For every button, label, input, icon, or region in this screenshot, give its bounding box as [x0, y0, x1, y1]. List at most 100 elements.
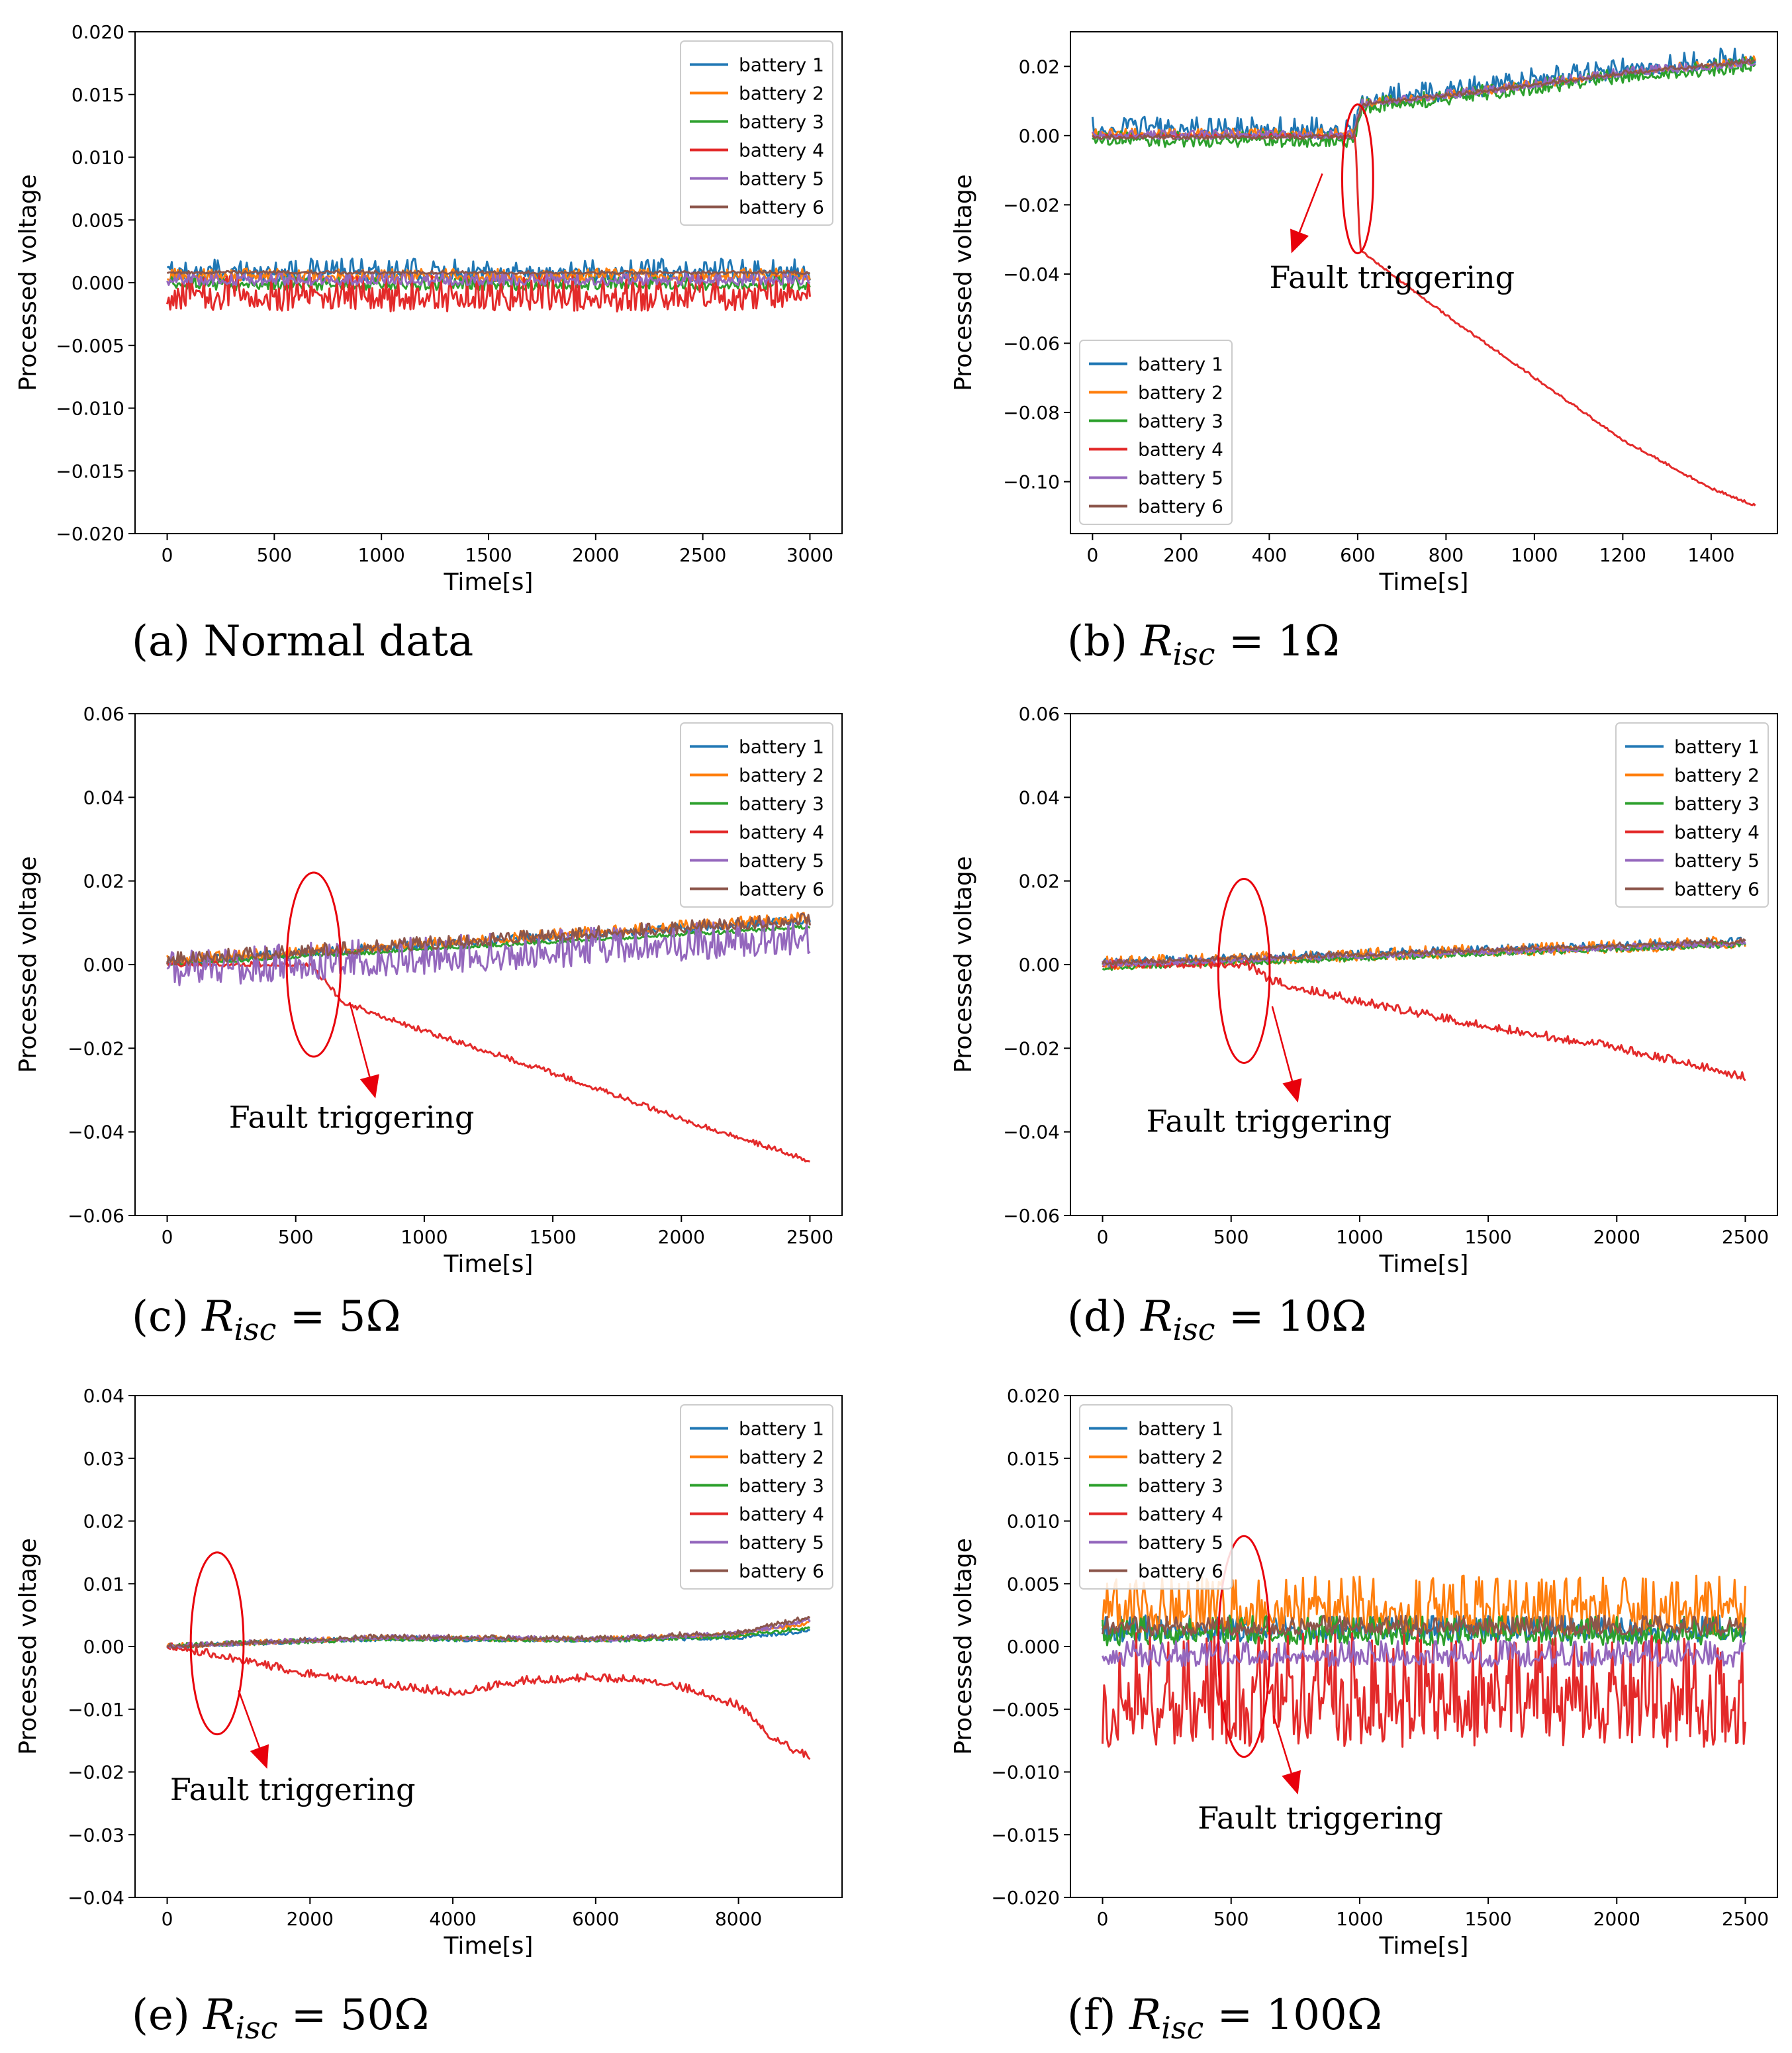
x-tick-label: 500	[1213, 1226, 1249, 1248]
legend-label-battery-4: battery 4	[1674, 822, 1760, 843]
x-tick-label: 8000	[715, 1908, 762, 1930]
legend-label-battery-5: battery 5	[739, 850, 824, 872]
y-tick-label: 0.020	[1007, 1385, 1060, 1407]
legend-label-battery-5: battery 5	[1138, 467, 1223, 489]
x-tick-label: 800	[1429, 544, 1464, 566]
legend: battery 1 battery 2 battery 3 battery 4 batt…	[1615, 722, 1769, 908]
x-tick-label: 1000	[1511, 544, 1558, 566]
fault-annotation: Fault triggering	[1269, 103, 1515, 295]
legend-label-battery-6: battery 6	[1674, 879, 1760, 900]
y-tick-label: 0.020	[71, 21, 124, 43]
y-axis-label: Processed voltage	[15, 174, 42, 391]
y-tick-label: −0.04	[68, 1122, 124, 1143]
legend-label-battery-2: battery 2	[1138, 1447, 1223, 1468]
fault-annotation: Fault triggering	[229, 871, 475, 1135]
legend: battery 1 battery 2 battery 3 battery 4 batt…	[1079, 340, 1233, 525]
x-tick-label: 2000	[287, 1908, 334, 1930]
series-line-battery-3	[1102, 1615, 1746, 1647]
legend: battery 1 battery 2 battery 3 battery 4 batt…	[1079, 1404, 1233, 1590]
series-line-battery-5	[1102, 1639, 1746, 1668]
chart-f: 0 500 1000 1500 2000 2500 −0.020 −0.015 −0.010 −0…	[950, 1385, 1778, 2046]
fault-label: Fault triggering	[1198, 1800, 1443, 1836]
fault-label: Fault triggering	[1269, 260, 1515, 295]
fault-annotation: Fault triggering	[1198, 1535, 1443, 1836]
x-axis-label: Time[s]	[444, 569, 534, 596]
series-line-battery-5	[166, 920, 811, 986]
y-tick-label: −0.02	[68, 1037, 124, 1059]
x-tick-label: 2500	[786, 1226, 833, 1248]
fault-arrow	[238, 1690, 261, 1748]
x-axis-label: Time[s]	[1379, 1933, 1469, 1960]
legend-label-battery-1: battery 1	[1138, 1418, 1223, 1440]
fault-arrow	[1298, 173, 1323, 233]
x-tick-label: 2500	[679, 544, 726, 566]
series-group	[166, 912, 811, 1163]
fault-ellipse	[189, 1551, 245, 1736]
x-axis-label: Time[s]	[1379, 569, 1469, 596]
y-tick-label: −0.06	[1003, 332, 1060, 354]
x-tick-label: 0	[162, 544, 173, 566]
series-line-battery-4	[1102, 1632, 1746, 1748]
x-tick-label: 0	[1086, 544, 1098, 566]
legend-label-battery-6: battery 6	[1138, 1560, 1223, 1582]
y-tick-label: 0.010	[1007, 1511, 1060, 1533]
y-tick-label: 0.005	[71, 209, 124, 231]
legend-label-battery-2: battery 2	[1674, 765, 1760, 787]
fault-label: Fault triggering	[1147, 1104, 1392, 1139]
legend-label-battery-4: battery 4	[739, 1504, 824, 1525]
fault-arrow	[1271, 1006, 1294, 1081]
y-tick-label: 0.000	[71, 272, 124, 294]
y-tick-label: −0.02	[1003, 1037, 1060, 1059]
y-tick-label: −0.02	[1003, 194, 1060, 216]
x-tick-label: 500	[278, 1226, 313, 1248]
series-line-battery-4	[166, 1642, 811, 1760]
fault-ellipse	[1217, 878, 1271, 1064]
y-tick-label: −0.03	[68, 1824, 124, 1846]
fault-ellipse	[1341, 103, 1374, 255]
y-tick-label: −0.01	[68, 1699, 124, 1721]
fault-arrow-head	[250, 1744, 269, 1769]
x-tick-label: 1500	[465, 544, 512, 566]
legend-label-battery-5: battery 5	[739, 1532, 824, 1554]
legend-label-battery-5: battery 5	[1674, 850, 1760, 872]
y-tick-label: −0.04	[1003, 1122, 1060, 1143]
x-tick-label: 0	[1097, 1226, 1109, 1248]
y-axis-label: Processed voltage	[950, 856, 977, 1073]
x-tick-label: 1200	[1599, 544, 1646, 566]
chart-d: 0 500 1000 1500 2000 2500 −0.06 −0.04 −0.02 0.00 0…	[950, 703, 1778, 1347]
x-axis-label: Time[s]	[444, 1251, 534, 1278]
legend-label-battery-4: battery 4	[739, 140, 824, 162]
y-axis-label: Processed voltage	[950, 174, 977, 391]
x-tick-label: 2500	[1722, 1226, 1769, 1248]
fault-annotation: Fault triggering	[1147, 878, 1392, 1139]
x-tick-label: 2000	[572, 544, 619, 566]
x-tick-label: 4000	[429, 1908, 476, 1930]
legend-label-battery-1: battery 1	[1138, 354, 1223, 375]
fault-arrow-head	[1282, 1078, 1302, 1103]
legend-label-battery-4: battery 4	[739, 822, 824, 843]
x-tick-label: 1000	[1336, 1908, 1383, 1930]
y-tick-label: −0.020	[991, 1887, 1060, 1909]
series-line-battery-6	[1102, 937, 1746, 966]
chart-a: 0 500 1000 1500 2000 2500 3000 −0.020 −0.015 −0.0…	[15, 21, 843, 666]
y-tick-label: 0.00	[1019, 125, 1060, 147]
y-tick-label: −0.010	[991, 1762, 1060, 1784]
legend-label-battery-1: battery 1	[1674, 736, 1760, 758]
panel-caption: (d) Risc = 10Ω	[1067, 1292, 1366, 1347]
legend-label-battery-2: battery 2	[739, 83, 824, 105]
y-tick-label: 0.01	[83, 1573, 124, 1595]
x-tick-label: 2000	[1593, 1226, 1640, 1248]
fault-label: Fault triggering	[170, 1772, 416, 1807]
x-tick-label: 500	[257, 544, 292, 566]
series-line-battery-6	[167, 1615, 811, 1649]
x-axis-label: Time[s]	[1379, 1251, 1469, 1278]
series-line-battery-5	[166, 271, 811, 287]
series-group	[166, 1615, 811, 1760]
y-tick-label: 0.015	[1007, 1448, 1060, 1470]
legend-label-battery-1: battery 1	[739, 1418, 824, 1440]
legend-label-battery-3: battery 3	[1674, 793, 1760, 815]
legend: battery 1 battery 2 battery 3 battery 4 batt…	[680, 1404, 833, 1590]
y-tick-label: 0.00	[83, 954, 124, 976]
series-group	[1102, 935, 1746, 1082]
